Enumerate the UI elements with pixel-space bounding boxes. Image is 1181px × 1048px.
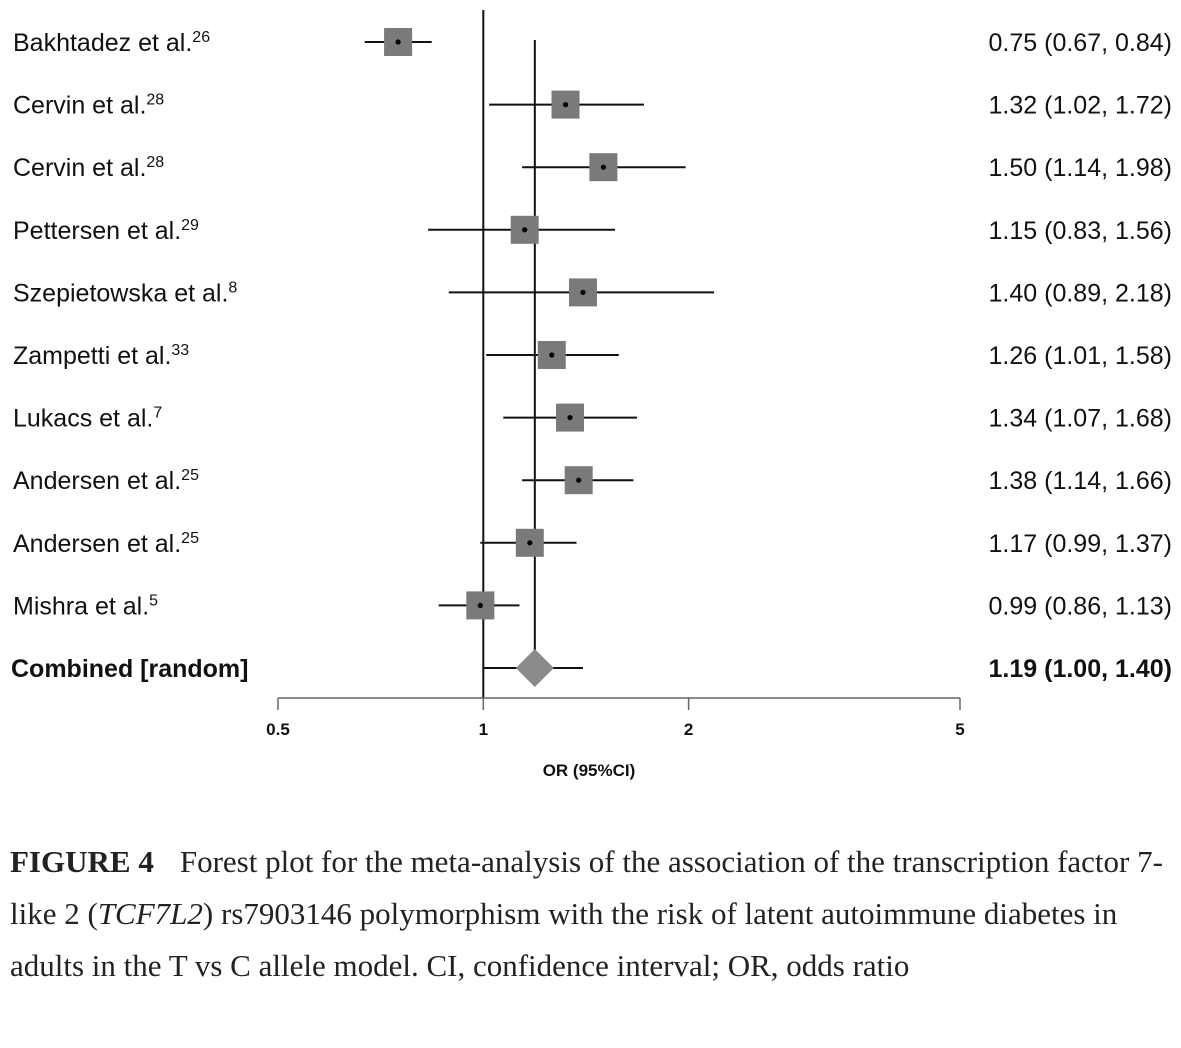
- study-label: Lukacs et al.7: [13, 405, 162, 433]
- caption-gene: TCF7L2: [97, 896, 203, 931]
- combined-or-value: 1.19 (1.00, 1.40): [989, 655, 1172, 683]
- point-estimate: [522, 227, 528, 233]
- study-labels: Bakhtadez et al.26 Cervin et al.28 Cervin …: [11, 29, 249, 683]
- study-or-value: 0.99 (0.86, 1.13): [989, 592, 1172, 620]
- study-or-value: 1.38 (1.14, 1.66): [989, 467, 1172, 495]
- point-estimate: [527, 540, 533, 546]
- study-reference-number: 26: [192, 29, 210, 46]
- point-estimate: [477, 602, 483, 609]
- study-label: Bakhtadez et al.26: [13, 29, 210, 57]
- x-tick-label: 0.5: [266, 720, 290, 739]
- study-reference-number: 28: [146, 154, 164, 171]
- point-estimate: [576, 477, 582, 483]
- figure-caption: FIGURE 4 Forest plot for the meta-analysi…: [10, 836, 1170, 992]
- forest-plot: Bakhtadez et al.26 Cervin et al.28 Cervin …: [11, 10, 1172, 780]
- combined-diamond: [515, 649, 554, 687]
- x-tick-label: 5: [955, 720, 964, 739]
- study-reference-number: 25: [181, 530, 199, 547]
- point-estimate: [567, 415, 573, 421]
- x-axis-title: OR (95%CI): [543, 761, 636, 780]
- study-or-value: 1.50 (1.14, 1.98): [989, 154, 1172, 182]
- combined-label: Combined [random]: [11, 655, 249, 683]
- point-estimate: [580, 289, 586, 295]
- study-label: Andersen et al.25: [13, 530, 199, 558]
- study-or-value: 1.26 (1.01, 1.58): [989, 342, 1172, 370]
- x-axis: 0.5 1 2 5: [266, 697, 965, 739]
- reference-lines: [482, 10, 536, 698]
- study-reference-number: 29: [181, 217, 199, 234]
- study-label: Andersen et al.25: [13, 467, 199, 495]
- study-label: Zampetti et al.33: [13, 342, 189, 370]
- study-reference-number: 5: [149, 592, 158, 609]
- study-reference-number: 33: [171, 342, 189, 359]
- study-label: Cervin et al.28: [13, 154, 164, 182]
- study-or-value: 1.34 (1.07, 1.68): [989, 405, 1172, 433]
- x-tick-label: 1: [479, 720, 488, 739]
- study-label: Szepietowska et al.8: [13, 279, 237, 307]
- point-estimate: [549, 352, 555, 358]
- point-estimate: [395, 39, 401, 45]
- caption-text-after: ) rs7903146 polymorphism with the risk o…: [10, 896, 1118, 983]
- x-tick-label: 2: [684, 720, 693, 739]
- study-marks: [364, 28, 715, 687]
- study-label: Pettersen et al.29: [13, 217, 199, 245]
- study-reference-number: 28: [146, 92, 164, 109]
- point-estimate: [562, 102, 569, 108]
- study-or-value: 1.17 (0.99, 1.37): [989, 530, 1172, 558]
- study-or-value: 1.15 (0.83, 1.56): [989, 217, 1172, 245]
- study-reference-number: 8: [228, 279, 237, 296]
- caption-text-before: Forest plot for the meta-analysis of the…: [10, 844, 1163, 931]
- figure-label: FIGURE 4: [10, 844, 154, 879]
- study-label: Cervin et al.28: [13, 92, 164, 120]
- point-estimate: [600, 164, 606, 170]
- study-reference-number: 7: [153, 405, 162, 422]
- study-label: Mishra et al.5: [13, 592, 158, 620]
- study-or-value: 1.40 (0.89, 2.18): [989, 279, 1172, 307]
- study-or-value: 0.75 (0.67, 0.84): [989, 29, 1172, 57]
- study-reference-number: 25: [181, 467, 199, 484]
- study-values: 0.75 (0.67, 0.84) 1.32 (1.02, 1.72) 1.50 (…: [989, 29, 1172, 683]
- study-or-value: 1.32 (1.02, 1.72): [989, 92, 1172, 120]
